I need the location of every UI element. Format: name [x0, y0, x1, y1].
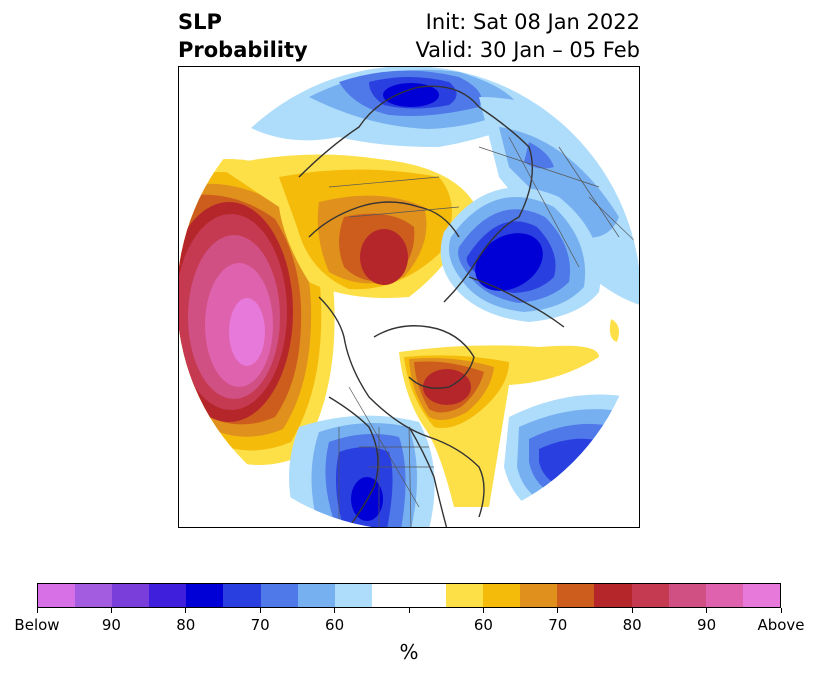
scandinavia-below [249, 67, 559, 147]
colorbar-bin [483, 584, 521, 607]
atlantic-below-south [504, 394, 639, 517]
country-borders [328, 136, 639, 527]
colorbar-bin [594, 584, 632, 607]
north-atlantic-below [440, 187, 601, 322]
map-canvas [179, 67, 639, 527]
colorbar-tick-label: 80 [622, 616, 642, 634]
colorbar-bin [75, 584, 113, 607]
colorbar-tick-label: 90 [697, 616, 717, 634]
colorbar-bin [260, 584, 298, 607]
product-title: Probability [178, 38, 308, 62]
colorbar-tick [334, 608, 336, 613]
coastlines [298, 85, 565, 527]
colorbar-tick [185, 608, 187, 613]
colorbar-bin [149, 584, 187, 607]
colorbar-tick [482, 608, 484, 613]
colorbar-tick-label: Below [14, 616, 60, 634]
colorbar-bin [742, 584, 780, 607]
colorbar-tick-label: 70 [548, 616, 568, 634]
colorbar-tick-label: 70 [250, 616, 270, 634]
colorbar-tick-label: Above [757, 616, 805, 634]
colorbar [37, 583, 781, 608]
colorbar-bin [446, 584, 484, 607]
colorbar-bin [668, 584, 706, 607]
colorbar-tick [631, 608, 633, 613]
colorbar-bin [705, 584, 743, 607]
colorbar-bin [408, 584, 447, 607]
init-date: Init: Sat 08 Jan 2022 [425, 10, 640, 34]
colorbar-unit: % [399, 640, 419, 664]
colorbar-tick-label: 90 [101, 616, 121, 634]
colorbar-tick [259, 608, 261, 613]
colorbar-tick [408, 608, 410, 613]
colorbar-bin [631, 584, 669, 607]
variable-title: SLP [178, 10, 222, 34]
colorbar-tick [110, 608, 112, 613]
colorbar-tick [557, 608, 559, 613]
siberia-above [219, 154, 479, 298]
western-us-below [289, 415, 435, 527]
colorbar-bin [38, 584, 76, 607]
colorbar-tick-label: 60 [325, 616, 345, 634]
colorbar-bin [297, 584, 335, 607]
colorbar-bin [223, 584, 261, 607]
colorbar-bin [371, 584, 409, 607]
colorbar-tick [36, 608, 38, 613]
probability-map [178, 66, 640, 528]
colorbar-tick [706, 608, 708, 613]
title-left: SLP Probability [178, 8, 308, 64]
title-right: Init: Sat 08 Jan 2022 Valid: 30 Jan – 05… [415, 8, 640, 64]
colorbar-bin [112, 584, 150, 607]
colorbar-bin [334, 584, 372, 607]
valid-range: Valid: 30 Jan – 05 Feb [415, 38, 640, 62]
colorbar-tick-label: 60 [473, 616, 493, 634]
colorbar-tick [780, 608, 782, 613]
colorbar-bin [186, 584, 224, 607]
colorbar-bin [557, 584, 595, 607]
colorbar-bin [520, 584, 558, 607]
north-pacific-above [179, 159, 335, 465]
colorbar-tick-label: 80 [176, 616, 196, 634]
